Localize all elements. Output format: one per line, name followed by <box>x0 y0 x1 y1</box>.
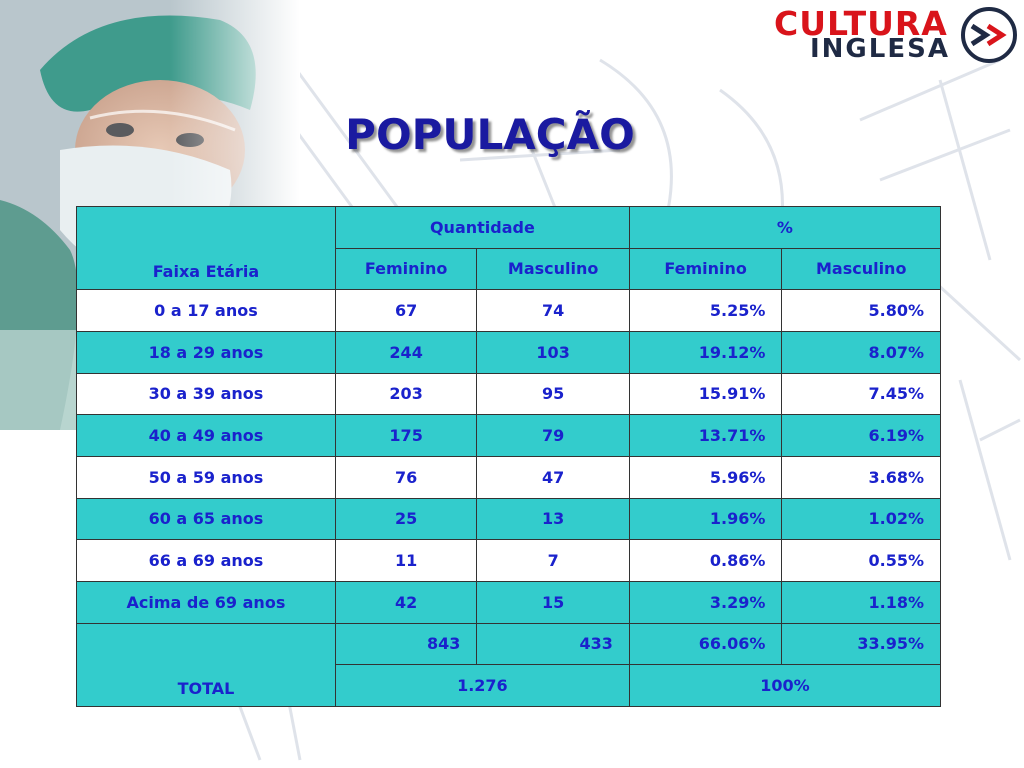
header-age-group: Faixa Etária <box>76 205 336 291</box>
header-percent: % <box>628 206 942 249</box>
male-pct-cell: 3.68% <box>781 455 941 499</box>
logo-chevrons-icon <box>961 7 1017 63</box>
female-pct-cell: 0.86% <box>628 539 783 582</box>
female-qty-cell: 25 <box>334 497 478 541</box>
male-qty-cell: 47 <box>476 455 630 499</box>
male-pct-cell: 1.02% <box>781 497 941 541</box>
age-cell: 0 a 17 anos <box>76 289 336 332</box>
slide-title: POPULAÇÃO <box>0 110 980 159</box>
female-qty-cell: 67 <box>334 289 478 332</box>
male-pct-cell: 8.07% <box>781 330 941 374</box>
age-cell: 18 a 29 anos <box>76 330 336 374</box>
age-cell: 40 a 49 anos <box>76 414 336 457</box>
age-cell: 50 a 59 anos <box>76 455 336 499</box>
table-header-row: Faixa Etária Quantidade % <box>76 205 942 291</box>
female-pct-cell: 5.25% <box>628 289 783 332</box>
logo-text-cultura: CULTURA <box>774 4 948 43</box>
female-pct-cell: 1.96% <box>628 497 783 541</box>
male-pct-cell: 5.80% <box>781 289 941 332</box>
header-female-pct: Feminino <box>628 247 783 291</box>
female-qty-cell: 76 <box>334 455 478 499</box>
table-row: 66 a 69 anos 11 7 0.86% 0.55% <box>76 539 941 582</box>
logo-text-inglesa: INGLESA <box>810 34 950 64</box>
table-row: 30 a 39 anos 203 95 15.91% 7.45% <box>76 372 941 416</box>
male-qty-cell: 95 <box>476 372 630 416</box>
slide-title-text: POPULAÇÃO <box>345 110 635 159</box>
table-row: 50 a 59 anos 76 47 5.96% 3.68% <box>76 455 941 499</box>
age-cell: 66 a 69 anos <box>76 539 336 582</box>
female-qty-cell: 244 <box>334 330 478 374</box>
male-qty-cell: 74 <box>476 289 630 332</box>
male-qty-cell: 103 <box>476 330 630 374</box>
male-qty-cell: 15 <box>476 580 630 624</box>
table-row: 18 a 29 anos 244 103 19.12% 8.07% <box>76 330 941 374</box>
header-male-qty: Masculino <box>476 247 630 291</box>
female-qty-cell: 11 <box>334 539 478 582</box>
female-pct-cell: 13.71% <box>628 414 783 457</box>
cultura-inglesa-logo: CULTURA INGLESA <box>772 4 1022 66</box>
female-pct-cell: 19.12% <box>628 330 783 374</box>
male-qty-cell: 7 <box>476 539 630 582</box>
male-pct-cell: 1.18% <box>781 580 941 624</box>
male-pct-cell: 7.45% <box>781 372 941 416</box>
male-qty-cell: 13 <box>476 497 630 541</box>
header-male-pct: Masculino <box>781 247 941 291</box>
male-pct-cell: 6.19% <box>781 414 941 457</box>
table-row: Acima de 69 anos 42 15 3.29% 1.18% <box>76 580 941 624</box>
age-cell: Acima de 69 anos <box>76 580 336 624</box>
total-female-qty: 843 <box>334 622 478 666</box>
female-pct-cell: 15.91% <box>628 372 783 416</box>
female-pct-cell: 3.29% <box>628 580 783 624</box>
male-qty-cell: 79 <box>476 414 630 457</box>
female-qty-cell: 42 <box>334 580 478 624</box>
age-cell: 30 a 39 anos <box>76 372 336 416</box>
table-subheader-row: Feminino Masculino Feminino Masculino <box>77 247 941 291</box>
table-row: 0 a 17 anos 67 74 5.25% 5.80% <box>76 289 941 332</box>
female-qty-cell: 175 <box>334 414 478 457</box>
total-female-pct: 66.06% <box>628 622 783 666</box>
total-percent-sum: 100% <box>628 664 942 707</box>
header-quantity: Quantidade <box>334 206 630 249</box>
total-male-pct: 33.95% <box>781 622 941 666</box>
total-male-qty: 433 <box>476 622 630 666</box>
table-row: 40 a 49 anos 175 79 13.71% 6.19% <box>76 414 941 457</box>
male-pct-cell: 0.55% <box>781 539 941 582</box>
female-pct-cell: 5.96% <box>628 455 783 499</box>
population-table: Faixa Etária Quantidade % Feminino Mascu… <box>76 205 942 708</box>
total-quantity-sum: 1.276 <box>334 664 630 707</box>
total-label: TOTAL <box>76 622 336 708</box>
total-row: TOTAL 843 433 66.06% 33.95% <box>76 622 941 708</box>
age-cell: 60 a 65 anos <box>76 497 336 541</box>
header-female-qty: Feminino <box>334 247 478 291</box>
female-qty-cell: 203 <box>334 372 478 416</box>
table-row: 60 a 65 anos 25 13 1.96% 1.02% <box>76 497 941 541</box>
